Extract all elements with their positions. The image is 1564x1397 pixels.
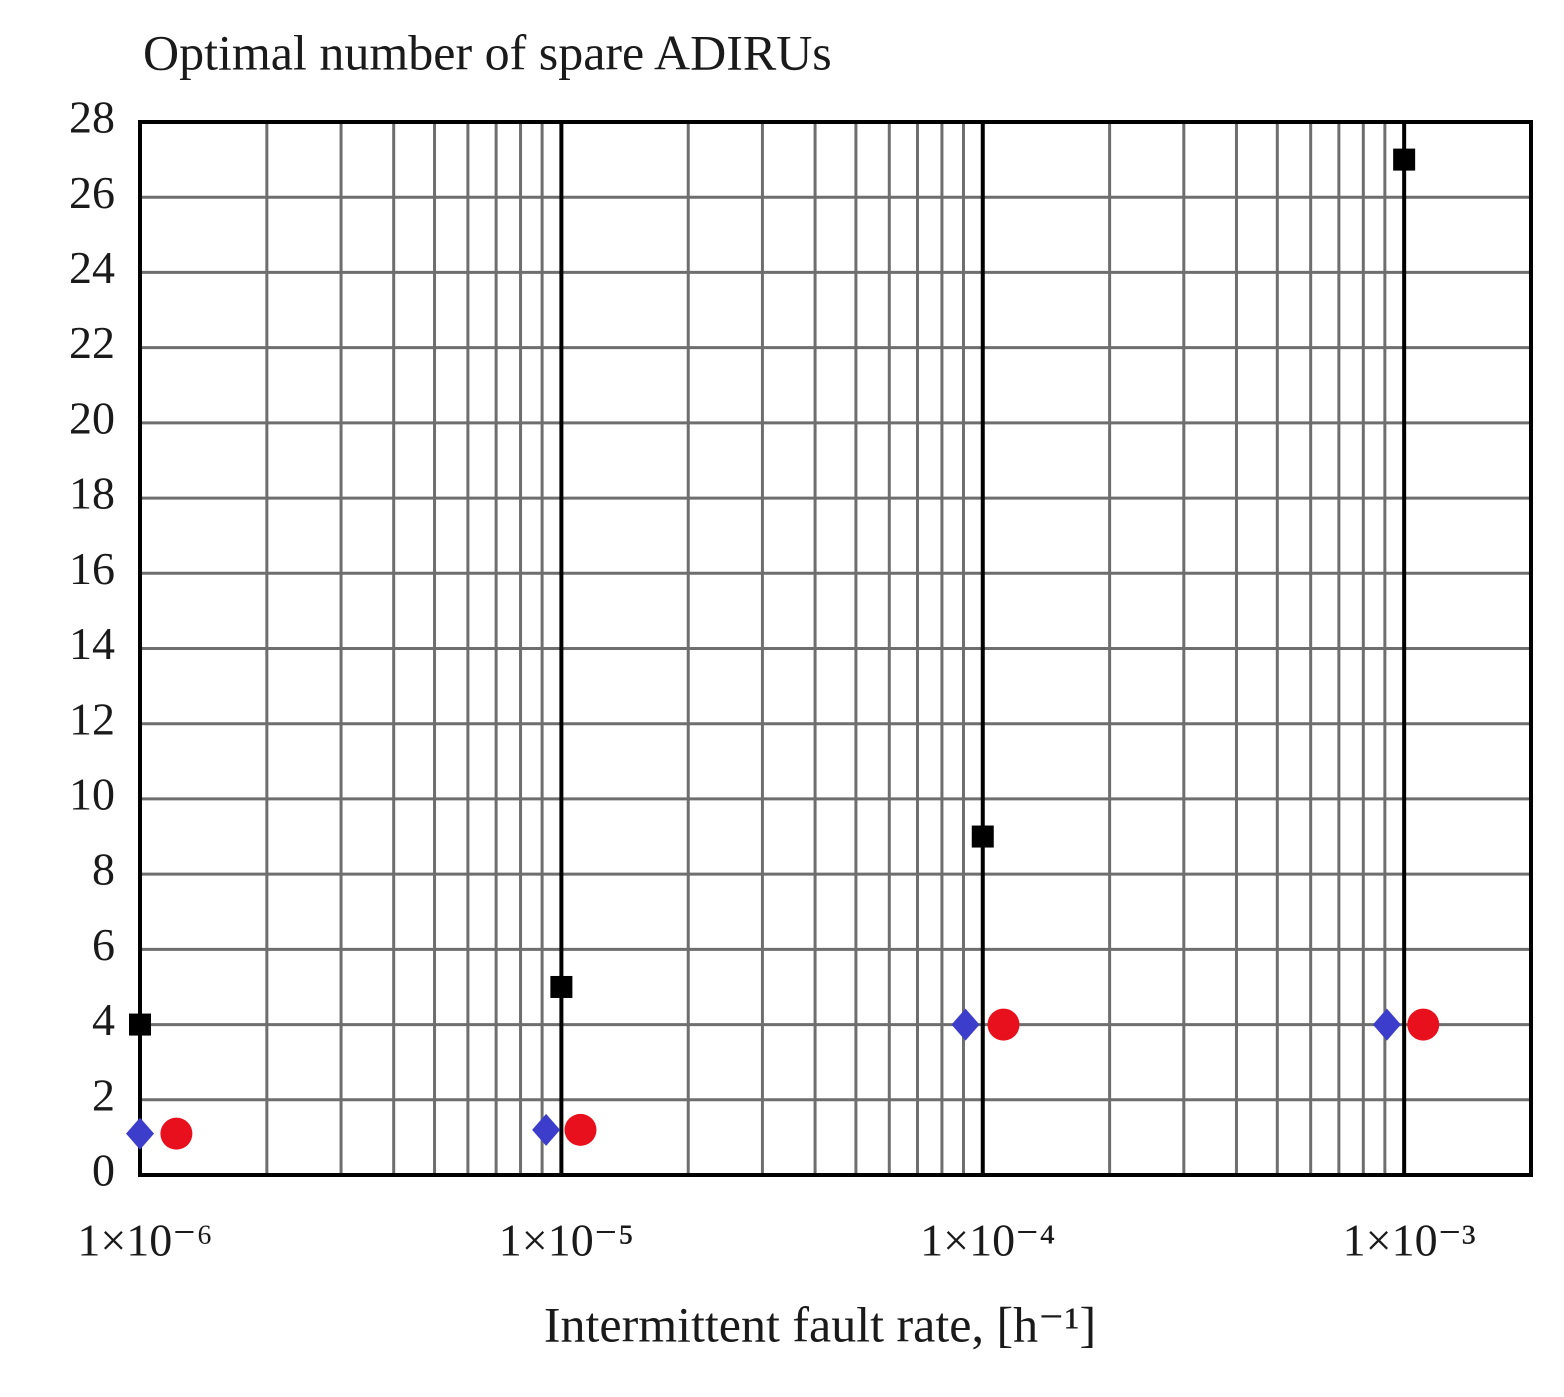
y-tick-label: 18: [69, 468, 115, 519]
circle-marker: [160, 1117, 193, 1150]
square-marker: [1393, 148, 1416, 171]
x-axis-label: Intermittent fault rate, [h⁻¹]: [544, 1296, 1096, 1352]
square-marker: [129, 1013, 151, 1036]
y-tick-label: 28: [69, 92, 115, 143]
diamond-marker: [532, 1113, 561, 1146]
circle-marker: [987, 1008, 1020, 1041]
y-tick-label: 12: [69, 693, 115, 744]
y-tick-label: 4: [92, 994, 115, 1045]
diamond-marker: [1372, 1008, 1401, 1041]
y-tick-label: 2: [92, 1069, 115, 1120]
y-tick-label: 8: [92, 844, 115, 895]
square-marker: [550, 975, 573, 998]
plot-frame: [138, 120, 1533, 1177]
y-tick-label: 0: [92, 1145, 115, 1196]
y-tick-label: 22: [69, 317, 115, 368]
circle-marker: [564, 1113, 597, 1146]
circle-marker: [1407, 1008, 1440, 1041]
y-tick-label: 26: [69, 167, 115, 218]
x-tick-label: 1×10⁻⁵: [499, 1215, 634, 1266]
y-tick-label: 20: [69, 392, 115, 443]
x-tick-label: 1×10⁻⁴: [920, 1215, 1055, 1266]
square-marker: [971, 825, 994, 848]
x-tick-label: 1×10⁻⁶: [77, 1215, 212, 1266]
chart-title: Optimal number of spare ADIRUs: [143, 24, 832, 80]
y-tick-label: 6: [92, 919, 115, 970]
diamond-marker: [126, 1117, 154, 1150]
diamond-marker: [951, 1008, 980, 1041]
y-tick-label: 14: [69, 618, 115, 669]
y-tick-label: 16: [69, 543, 115, 594]
y-tick-label: 24: [69, 242, 115, 293]
y-tick-label: 10: [69, 768, 115, 819]
x-tick-label: 1×10⁻³: [1343, 1215, 1476, 1266]
